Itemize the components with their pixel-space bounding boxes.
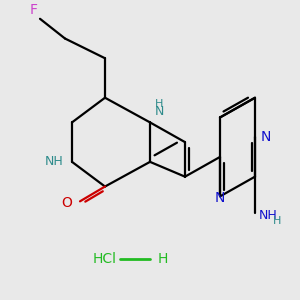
Text: O: O xyxy=(61,196,72,210)
Text: H: H xyxy=(273,216,281,226)
Text: NH: NH xyxy=(45,155,64,168)
Text: F: F xyxy=(30,3,38,17)
Text: HCl: HCl xyxy=(93,252,117,266)
Text: H: H xyxy=(158,252,168,266)
Text: N: N xyxy=(215,191,225,206)
Text: NH: NH xyxy=(259,209,278,222)
Text: N: N xyxy=(261,130,272,144)
Text: H: H xyxy=(155,99,164,109)
Text: N: N xyxy=(155,105,164,119)
